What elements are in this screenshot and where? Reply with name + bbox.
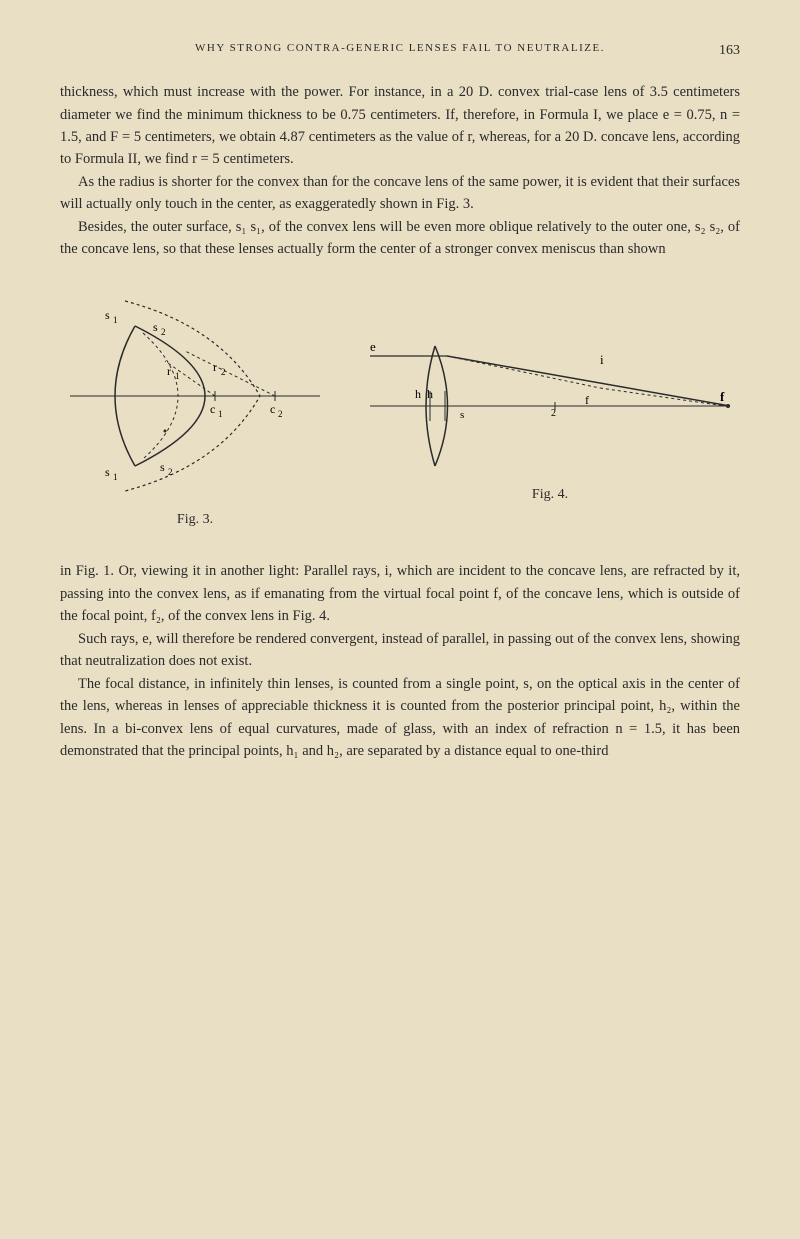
svg-text:h: h (427, 387, 433, 401)
paragraph-2: As the radius is shorter for the convex … (60, 171, 740, 216)
paragraph-1: thickness, which must increase with the … (60, 81, 740, 171)
svg-text:f: f (720, 389, 725, 404)
svg-text:s: s (105, 308, 110, 322)
svg-text:1: 1 (175, 371, 180, 381)
svg-text:c: c (270, 402, 275, 416)
figure-3-caption: Fig. 3. (60, 509, 330, 531)
svg-text:c: c (210, 402, 215, 416)
svg-text:f: f (585, 393, 589, 407)
paragraph-5: Such rays, e, will therefore be rendered… (60, 628, 740, 673)
header-title: WHY STRONG CONTRA-GENERIC LENSES FAIL TO… (195, 42, 605, 54)
body-text-bottom: in Fig. 1. Or, viewing it in another lig… (60, 560, 740, 762)
figures-row: s1 s2 r1 r2 c1 c2 s1 s2 Fig. 3. (60, 291, 740, 531)
page-container: WHY STRONG CONTRA-GENERIC LENSES FAIL TO… (0, 0, 800, 823)
figure-4-caption: Fig. 4. (360, 484, 740, 506)
paragraph-4: in Fig. 1. Or, viewing it in another lig… (60, 560, 740, 627)
svg-text:1: 1 (113, 315, 118, 325)
paragraph-3: Besides, the outer surface, s₁ s₁, of th… (60, 216, 740, 261)
svg-text:1: 1 (113, 472, 118, 482)
svg-text:r: r (213, 360, 217, 374)
svg-text:2: 2 (161, 327, 166, 337)
body-text-top: thickness, which must increase with the … (60, 81, 740, 261)
svg-text:2: 2 (278, 409, 283, 419)
svg-text:h: h (415, 387, 421, 401)
figure-3: s1 s2 r1 r2 c1 c2 s1 s2 Fig. 3. (60, 291, 330, 531)
svg-text:1: 1 (218, 409, 223, 419)
svg-text:2: 2 (168, 467, 173, 477)
svg-text:2: 2 (221, 367, 226, 377)
figure-3-svg: s1 s2 r1 r2 c1 c2 s1 s2 (65, 291, 325, 501)
svg-text:i: i (600, 352, 604, 367)
svg-text:s: s (153, 320, 158, 334)
page-header: WHY STRONG CONTRA-GENERIC LENSES FAIL TO… (60, 40, 740, 57)
page-number: 163 (719, 40, 740, 62)
figure-4-svg: e i h h s f 2 f (365, 316, 735, 476)
figure-4: e i h h s f 2 f Fig. 4. (360, 316, 740, 506)
svg-text:s: s (105, 465, 110, 479)
svg-text:r: r (167, 364, 171, 378)
svg-text:s: s (460, 409, 464, 421)
svg-text:e: e (370, 339, 376, 354)
paragraph-6: The focal distance, in infinitely thin l… (60, 673, 740, 763)
svg-text:s: s (160, 460, 165, 474)
